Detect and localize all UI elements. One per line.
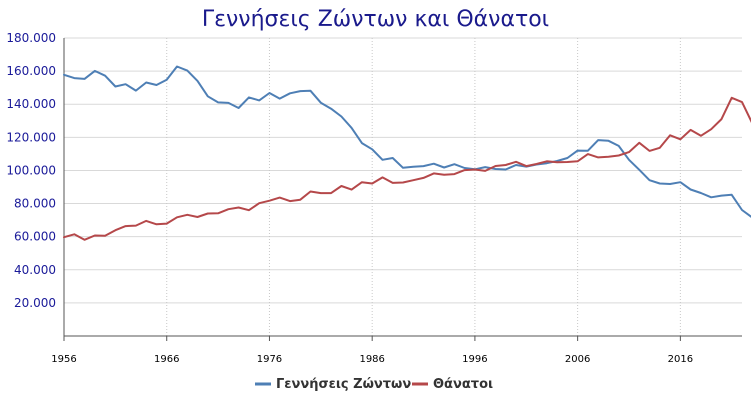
x-axis-ticks: 1956 1966 1976 1986 1996 2006 2016 [51,354,693,365]
series-line-0 [63,65,751,218]
chart-title: Γεννήσεις Ζώντων και Θάνατοι [202,7,549,32]
y-tick-label: 180.000 [6,31,56,45]
y-tick-label: 140.000 [6,97,56,111]
y-tick-label: 60.000 [14,230,56,244]
x-tick-label: 1996 [462,354,487,365]
y-tick-label: 160.000 [6,64,56,78]
x-tick-label: 1966 [154,354,179,365]
x-tick-label: 1986 [359,354,384,365]
x-tick-label: 1956 [51,354,76,365]
y-tick-label: 20.000 [14,296,56,310]
legend-label-1: Θάνατοι [433,377,493,392]
grid [63,37,742,336]
x-tick-label: 2006 [565,354,590,365]
x-tick-label: 1976 [257,354,282,365]
axes [63,38,742,341]
y-tick-label: 120.000 [6,130,56,144]
y-tick-label: 80.000 [14,197,56,211]
y-tick-label: 40.000 [14,263,56,277]
series-lines [63,65,751,241]
y-axis-ticks: 20.000 40.000 60.000 80.000 100.000 120.000 14… [6,31,56,310]
legend-label-0: Γεννήσεις Ζώντων [276,377,411,392]
x-tick-label: 2016 [668,354,693,365]
y-tick-label: 100.000 [6,163,56,177]
legend: Γεννήσεις Ζώντων Θάνατοι [255,377,493,392]
series-line-1 [63,96,751,241]
